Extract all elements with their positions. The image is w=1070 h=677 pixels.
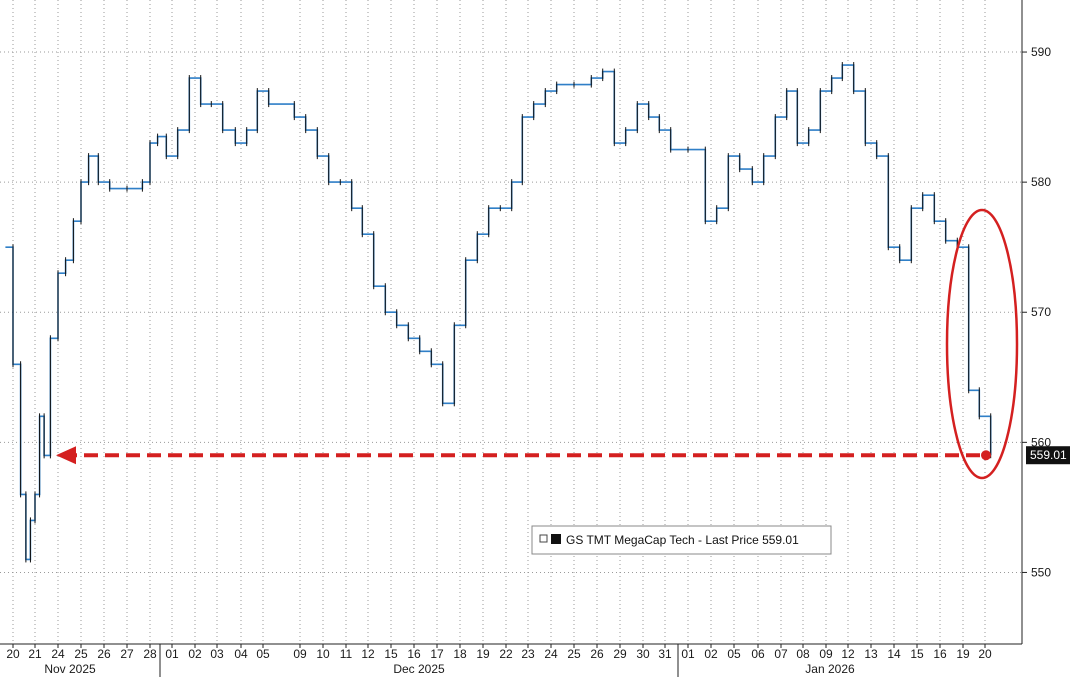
x-tick-label: 12: [361, 647, 375, 661]
x-tick-label: 26: [590, 647, 604, 661]
x-tick-label: 04: [234, 647, 248, 661]
x-tick-label: 01: [681, 647, 695, 661]
x-tick-label: 11: [340, 647, 353, 661]
x-tick-label: 30: [636, 647, 650, 661]
legend-text: GS TMT MegaCap Tech - Last Price 559.01: [566, 533, 799, 547]
x-tick-label: 22: [499, 647, 513, 661]
series-layer: [5, 62, 992, 563]
x-tick-label: 15: [384, 647, 398, 661]
x-tick-label: 08: [796, 647, 810, 661]
x-tick-label: 09: [819, 647, 833, 661]
x-tick-label: 12: [841, 647, 855, 661]
x-tick-label: 31: [658, 647, 672, 661]
x-tick-label: 27: [120, 647, 134, 661]
legend-checkbox-icon: [539, 534, 548, 543]
x-tick-label: 05: [256, 647, 270, 661]
x-tick-label: 25: [567, 647, 581, 661]
y-tick-label: 550: [1031, 565, 1051, 579]
x-tick-label: 18: [453, 647, 467, 661]
x-tick-label: 20: [6, 647, 20, 661]
x-tick-label: 13: [864, 647, 878, 661]
legend: GS TMT MegaCap Tech - Last Price 559.01: [531, 525, 832, 555]
last-price-tag: 559.01: [1026, 446, 1070, 465]
annotation-layer: [56, 208, 1019, 480]
x-tick-label: 16: [933, 647, 947, 661]
x-tick-label: 02: [704, 647, 718, 661]
x-tick-label: 09: [293, 647, 307, 661]
last-price-tag-bg: [1026, 446, 1070, 465]
x-tick-label: 14: [887, 647, 901, 661]
x-tick-label: 06: [751, 647, 765, 661]
y-tick-label: 560: [1031, 435, 1051, 449]
x-tick-label: 17: [430, 647, 444, 661]
x-tick-label: 26: [97, 647, 111, 661]
x-tick-label: 01: [165, 647, 179, 661]
month-label: Jan 2026: [805, 662, 855, 676]
highlight-ellipse: [945, 208, 1019, 480]
x-tick-label: 25: [74, 647, 88, 661]
arrow-head-icon: [56, 446, 76, 465]
y-tick-label: 580: [1031, 175, 1051, 189]
x-tick-label: 24: [51, 647, 65, 661]
legend-box: [531, 525, 832, 555]
x-tick-label: 16: [407, 647, 421, 661]
x-tick-label: 03: [210, 647, 224, 661]
legend-swatch-icon: [551, 534, 561, 544]
x-tick-label: 24: [544, 647, 558, 661]
month-label: Nov 2025: [44, 662, 96, 676]
x-tick-label: 20: [978, 647, 992, 661]
x-tick-label: 02: [188, 647, 202, 661]
last-price-dot: [981, 450, 991, 461]
series-line: [5, 64, 992, 561]
x-tick-label: 19: [476, 647, 490, 661]
x-tick-label: 23: [521, 647, 535, 661]
month-label: Dec 2025: [393, 662, 445, 676]
y-tick-label: 570: [1031, 305, 1051, 319]
x-tick-label: 28: [143, 647, 157, 661]
x-tick-label: 29: [613, 647, 627, 661]
x-tick-label: 05: [727, 647, 741, 661]
x-tick-label: 15: [910, 647, 924, 661]
y-tick-label: 590: [1031, 45, 1051, 59]
last-price-tag-text: 559.01: [1030, 448, 1067, 462]
x-tick-label: 19: [956, 647, 970, 661]
grid-layer: [0, 0, 1022, 644]
x-tick-label: 07: [774, 647, 788, 661]
x-tick-label: 21: [28, 647, 42, 661]
x-tick-label: 10: [316, 647, 330, 661]
